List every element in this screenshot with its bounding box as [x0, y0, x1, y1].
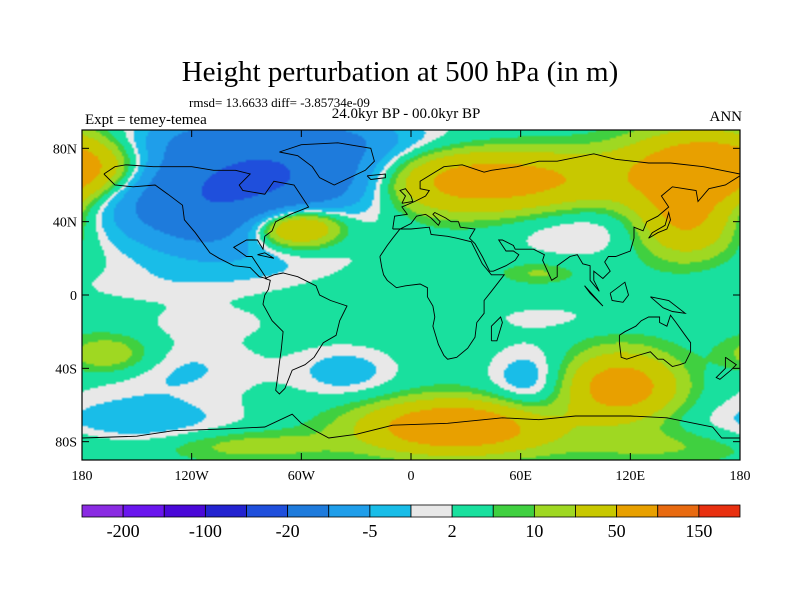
experiment-label: Expt = temey-temea — [85, 112, 207, 128]
madagascar-coast — [490, 316, 503, 342]
iceland-coast — [366, 173, 386, 180]
australia-coast — [618, 314, 692, 367]
new-zealand-coast — [715, 356, 737, 380]
colorbar-bin — [204, 504, 247, 518]
colorbar-bin — [328, 504, 371, 518]
y-tick-label: 40N — [53, 216, 77, 231]
colorbar-label: 2 — [448, 521, 457, 541]
colorbar-bin — [369, 504, 412, 518]
indonesia-coast — [584, 285, 604, 307]
colorbar-bin — [657, 504, 700, 518]
colorbar-label: 10 — [525, 521, 543, 541]
coastlines — [82, 142, 740, 439]
borneo-coast — [609, 281, 629, 303]
colorbar-bin — [698, 504, 741, 518]
colorbar-label: -200 — [107, 521, 140, 541]
colorbar-label: -5 — [362, 521, 377, 541]
x-tick-label: 180 — [730, 469, 751, 484]
stats-text: rmsd= 13.6633 diff= -3.85734e-09 — [189, 95, 370, 110]
colorbar-label: 150 — [685, 521, 712, 541]
y-tick-label: 80S — [55, 436, 77, 451]
colorbar-bin — [492, 504, 535, 518]
y-tick-label: 0 — [70, 289, 77, 304]
colorbar-bin — [410, 504, 453, 518]
colorbar-bin — [575, 504, 618, 518]
new-guinea-coast — [650, 296, 687, 314]
y-tick-label: 80N — [53, 142, 77, 157]
colorbar-bin — [81, 504, 124, 518]
x-tick-label: 120E — [616, 469, 646, 484]
chart-title: Height perturbation at 500 hPa (in m) — [181, 56, 619, 88]
greenland-coast — [279, 142, 375, 186]
x-tick-label: 0 — [408, 469, 415, 484]
colorbar-bin — [533, 504, 576, 518]
season-label: ANN — [709, 109, 743, 125]
colorbar-bin — [246, 504, 289, 518]
colorbar-bin — [287, 504, 330, 518]
south-america-coast — [262, 272, 348, 395]
colorbar-label: -100 — [189, 521, 222, 541]
africa-coast — [379, 226, 506, 360]
y-tick-label: 40S — [55, 362, 77, 377]
anomaly-field — [82, 130, 740, 460]
period-label: 24.0kyr BP - 00.0kyr BP — [331, 106, 481, 122]
north-america-coast — [103, 164, 310, 280]
x-tick-label: 180 — [72, 469, 93, 484]
x-tick-label: 120W — [175, 469, 210, 484]
colorbar-label: 50 — [608, 521, 626, 541]
cuba-coast — [257, 252, 275, 259]
colorbar-bin — [122, 504, 165, 518]
japan-coast — [648, 210, 671, 239]
axis-ticks — [81, 130, 741, 460]
colorbar-labels: -200 -100 -20 -5 2 10 50 150 — [107, 521, 713, 541]
anomaly-raster — [82, 130, 740, 460]
uk-coast — [399, 188, 414, 204]
x-tick-label: 60E — [509, 469, 532, 484]
axis-tick-labels: 180 120W 60W 0 60E 120E 180 80N 40N 0 40S 80S — [53, 142, 751, 484]
antarctica-coast — [82, 413, 740, 439]
eurasia-coast — [392, 153, 740, 292]
colorbar — [81, 504, 741, 518]
colorbar-label: -20 — [276, 521, 300, 541]
colorbar-bin — [451, 504, 494, 518]
colorbar-bin — [616, 504, 659, 518]
x-tick-label: 60W — [288, 469, 316, 484]
colorbar-bin — [163, 504, 206, 518]
